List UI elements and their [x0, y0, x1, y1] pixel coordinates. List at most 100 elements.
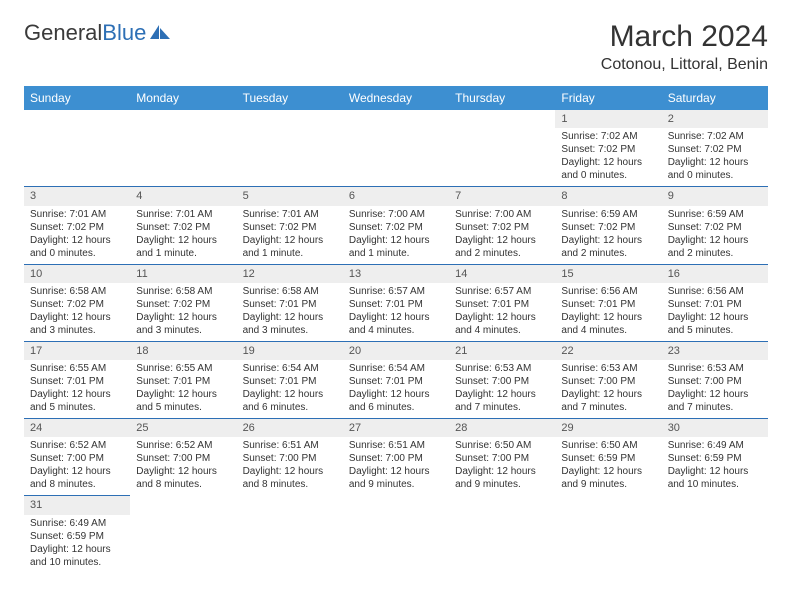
sunset-text: Sunset: 7:02 PM: [668, 143, 762, 156]
calendar-day-cell: 29Sunrise: 6:50 AMSunset: 6:59 PMDayligh…: [555, 418, 661, 495]
day-number: 18: [130, 341, 236, 360]
title-block: March 2024 Cotonou, Littoral, Benin: [601, 20, 768, 74]
sunset-text: Sunset: 7:02 PM: [668, 221, 762, 234]
sunset-text: Sunset: 7:00 PM: [668, 375, 762, 388]
day-number: 28: [449, 418, 555, 437]
daylight-text: Daylight: 12 hours and 8 minutes.: [136, 465, 230, 491]
day-content: Sunrise: 6:50 AMSunset: 6:59 PMDaylight:…: [555, 437, 661, 495]
sunrise-text: Sunrise: 7:02 AM: [668, 130, 762, 143]
calendar-day-cell: [130, 110, 236, 186]
day-number: 21: [449, 341, 555, 360]
day-content: Sunrise: 6:49 AMSunset: 6:59 PMDaylight:…: [662, 437, 768, 495]
calendar-day-cell: 16Sunrise: 6:56 AMSunset: 7:01 PMDayligh…: [662, 264, 768, 341]
day-content: Sunrise: 6:49 AMSunset: 6:59 PMDaylight:…: [24, 515, 130, 573]
calendar-day-cell: 3Sunrise: 7:01 AMSunset: 7:02 PMDaylight…: [24, 186, 130, 263]
sunset-text: Sunset: 7:00 PM: [455, 452, 549, 465]
day-content: Sunrise: 6:59 AMSunset: 7:02 PMDaylight:…: [662, 206, 768, 264]
sunset-text: Sunset: 7:02 PM: [30, 298, 124, 311]
calendar-header-row: SundayMondayTuesdayWednesdayThursdayFrid…: [24, 86, 768, 110]
calendar-day-cell: 19Sunrise: 6:54 AMSunset: 7:01 PMDayligh…: [237, 341, 343, 418]
day-content: Sunrise: 6:51 AMSunset: 7:00 PMDaylight:…: [237, 437, 343, 495]
weekday-header: Monday: [130, 86, 236, 110]
day-content: Sunrise: 6:59 AMSunset: 7:02 PMDaylight:…: [555, 206, 661, 264]
sunrise-text: Sunrise: 6:56 AM: [668, 285, 762, 298]
sunset-text: Sunset: 7:01 PM: [136, 375, 230, 388]
sunset-text: Sunset: 7:02 PM: [136, 298, 230, 311]
sunset-text: Sunset: 7:01 PM: [349, 375, 443, 388]
daylight-text: Daylight: 12 hours and 7 minutes.: [668, 388, 762, 414]
calendar-day-cell: [449, 495, 555, 572]
calendar-day-cell: 30Sunrise: 6:49 AMSunset: 6:59 PMDayligh…: [662, 418, 768, 495]
calendar-day-cell: 1Sunrise: 7:02 AMSunset: 7:02 PMDaylight…: [555, 110, 661, 186]
day-content: Sunrise: 6:58 AMSunset: 7:02 PMDaylight:…: [24, 283, 130, 341]
sunrise-text: Sunrise: 6:52 AM: [30, 439, 124, 452]
daylight-text: Daylight: 12 hours and 2 minutes.: [668, 234, 762, 260]
calendar-day-cell: 11Sunrise: 6:58 AMSunset: 7:02 PMDayligh…: [130, 264, 236, 341]
day-number: 16: [662, 264, 768, 283]
daylight-text: Daylight: 12 hours and 8 minutes.: [30, 465, 124, 491]
sunrise-text: Sunrise: 6:57 AM: [455, 285, 549, 298]
sunrise-text: Sunrise: 7:01 AM: [243, 208, 337, 221]
calendar-week-row: 17Sunrise: 6:55 AMSunset: 7:01 PMDayligh…: [24, 341, 768, 418]
day-number: 12: [237, 264, 343, 283]
day-content: Sunrise: 6:54 AMSunset: 7:01 PMDaylight:…: [343, 360, 449, 418]
daylight-text: Daylight: 12 hours and 9 minutes.: [455, 465, 549, 491]
sunset-text: Sunset: 7:01 PM: [455, 298, 549, 311]
calendar-day-cell: 9Sunrise: 6:59 AMSunset: 7:02 PMDaylight…: [662, 186, 768, 263]
daylight-text: Daylight: 12 hours and 9 minutes.: [349, 465, 443, 491]
calendar-body: 1Sunrise: 7:02 AMSunset: 7:02 PMDaylight…: [24, 110, 768, 573]
day-content: Sunrise: 7:01 AMSunset: 7:02 PMDaylight:…: [130, 206, 236, 264]
sunrise-text: Sunrise: 6:51 AM: [349, 439, 443, 452]
day-content: Sunrise: 6:56 AMSunset: 7:01 PMDaylight:…: [662, 283, 768, 341]
sunrise-text: Sunrise: 6:50 AM: [561, 439, 655, 452]
sunset-text: Sunset: 7:00 PM: [136, 452, 230, 465]
sunset-text: Sunset: 6:59 PM: [561, 452, 655, 465]
day-number: 20: [343, 341, 449, 360]
calendar-day-cell: [662, 495, 768, 572]
sunset-text: Sunset: 7:02 PM: [243, 221, 337, 234]
daylight-text: Daylight: 12 hours and 1 minute.: [349, 234, 443, 260]
sunset-text: Sunset: 6:59 PM: [668, 452, 762, 465]
day-number: 13: [343, 264, 449, 283]
sunrise-text: Sunrise: 7:01 AM: [136, 208, 230, 221]
daylight-text: Daylight: 12 hours and 1 minute.: [243, 234, 337, 260]
day-content: Sunrise: 6:53 AMSunset: 7:00 PMDaylight:…: [662, 360, 768, 418]
daylight-text: Daylight: 12 hours and 0 minutes.: [30, 234, 124, 260]
day-number: 7: [449, 186, 555, 205]
weekday-header: Wednesday: [343, 86, 449, 110]
daylight-text: Daylight: 12 hours and 6 minutes.: [349, 388, 443, 414]
calendar-day-cell: [343, 110, 449, 186]
day-number: 14: [449, 264, 555, 283]
sunrise-text: Sunrise: 7:00 AM: [455, 208, 549, 221]
day-number: 19: [237, 341, 343, 360]
calendar-day-cell: 14Sunrise: 6:57 AMSunset: 7:01 PMDayligh…: [449, 264, 555, 341]
day-number: 31: [24, 495, 130, 514]
calendar-day-cell: [449, 110, 555, 186]
location: Cotonou, Littoral, Benin: [601, 56, 768, 74]
day-number: 10: [24, 264, 130, 283]
day-content: Sunrise: 7:00 AMSunset: 7:02 PMDaylight:…: [343, 206, 449, 264]
calendar-day-cell: 12Sunrise: 6:58 AMSunset: 7:01 PMDayligh…: [237, 264, 343, 341]
logo-text: GeneralBlue: [24, 20, 146, 46]
day-content: Sunrise: 7:01 AMSunset: 7:02 PMDaylight:…: [24, 206, 130, 264]
day-content: Sunrise: 6:55 AMSunset: 7:01 PMDaylight:…: [130, 360, 236, 418]
calendar-day-cell: [555, 495, 661, 572]
sunset-text: Sunset: 7:02 PM: [561, 143, 655, 156]
daylight-text: Daylight: 12 hours and 9 minutes.: [561, 465, 655, 491]
daylight-text: Daylight: 12 hours and 3 minutes.: [243, 311, 337, 337]
sunrise-text: Sunrise: 6:59 AM: [668, 208, 762, 221]
daylight-text: Daylight: 12 hours and 5 minutes.: [136, 388, 230, 414]
calendar-day-cell: 2Sunrise: 7:02 AMSunset: 7:02 PMDaylight…: [662, 110, 768, 186]
daylight-text: Daylight: 12 hours and 7 minutes.: [455, 388, 549, 414]
calendar-day-cell: 24Sunrise: 6:52 AMSunset: 7:00 PMDayligh…: [24, 418, 130, 495]
daylight-text: Daylight: 12 hours and 6 minutes.: [243, 388, 337, 414]
sail-icon: [150, 25, 172, 41]
day-content: Sunrise: 6:54 AMSunset: 7:01 PMDaylight:…: [237, 360, 343, 418]
sunrise-text: Sunrise: 6:55 AM: [136, 362, 230, 375]
daylight-text: Daylight: 12 hours and 5 minutes.: [30, 388, 124, 414]
sunrise-text: Sunrise: 6:54 AM: [349, 362, 443, 375]
calendar-week-row: 10Sunrise: 6:58 AMSunset: 7:02 PMDayligh…: [24, 264, 768, 341]
calendar-day-cell: 21Sunrise: 6:53 AMSunset: 7:00 PMDayligh…: [449, 341, 555, 418]
day-content: Sunrise: 6:58 AMSunset: 7:02 PMDaylight:…: [130, 283, 236, 341]
sunrise-text: Sunrise: 6:57 AM: [349, 285, 443, 298]
